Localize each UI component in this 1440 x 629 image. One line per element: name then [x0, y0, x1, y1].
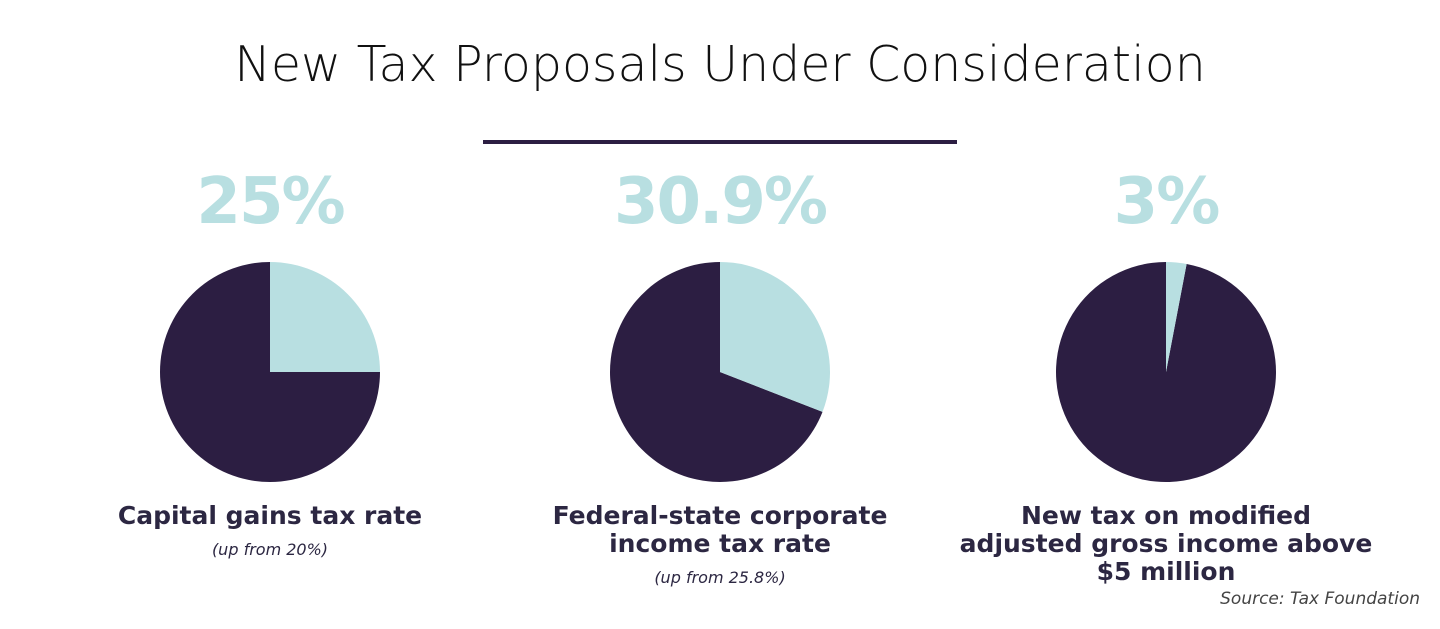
pie-value-label: 3% — [1113, 165, 1221, 239]
pie-slice-value — [720, 262, 830, 412]
pie-caption: Federal-state corporate income tax rate — [552, 501, 888, 558]
pie-caption: New tax on modified adjusted gross incom… — [959, 501, 1373, 586]
pie-slice-value — [1166, 262, 1187, 372]
pie-subcaption: (up from 25.8%) — [654, 568, 786, 587]
pie-chart — [1056, 262, 1276, 482]
chart-panel-capital-gains: 25% Capital gains tax rate (up from 20%) — [40, 160, 500, 559]
chart-panel-corporate: 30.9% Federal-state corporate income tax… — [490, 160, 950, 587]
pie-slice-value — [270, 262, 380, 372]
title-divider — [483, 140, 957, 144]
pie-subcaption: (up from 20%) — [211, 540, 329, 559]
pie-value-label: 30.9% — [613, 165, 828, 239]
pie-caption: Capital gains tax rate — [117, 501, 423, 530]
pie-chart — [160, 262, 380, 482]
source-note: Source: Tax Foundation — [1220, 589, 1420, 609]
chart-panel-surtax: 3% New tax on modified adjusted gross in… — [936, 160, 1396, 586]
pie-slice-remainder — [610, 262, 823, 482]
pie-value-label: 25% — [196, 165, 345, 239]
page-title: New Tax Proposals Under Consideration — [234, 36, 1206, 93]
pie-chart — [610, 262, 830, 482]
